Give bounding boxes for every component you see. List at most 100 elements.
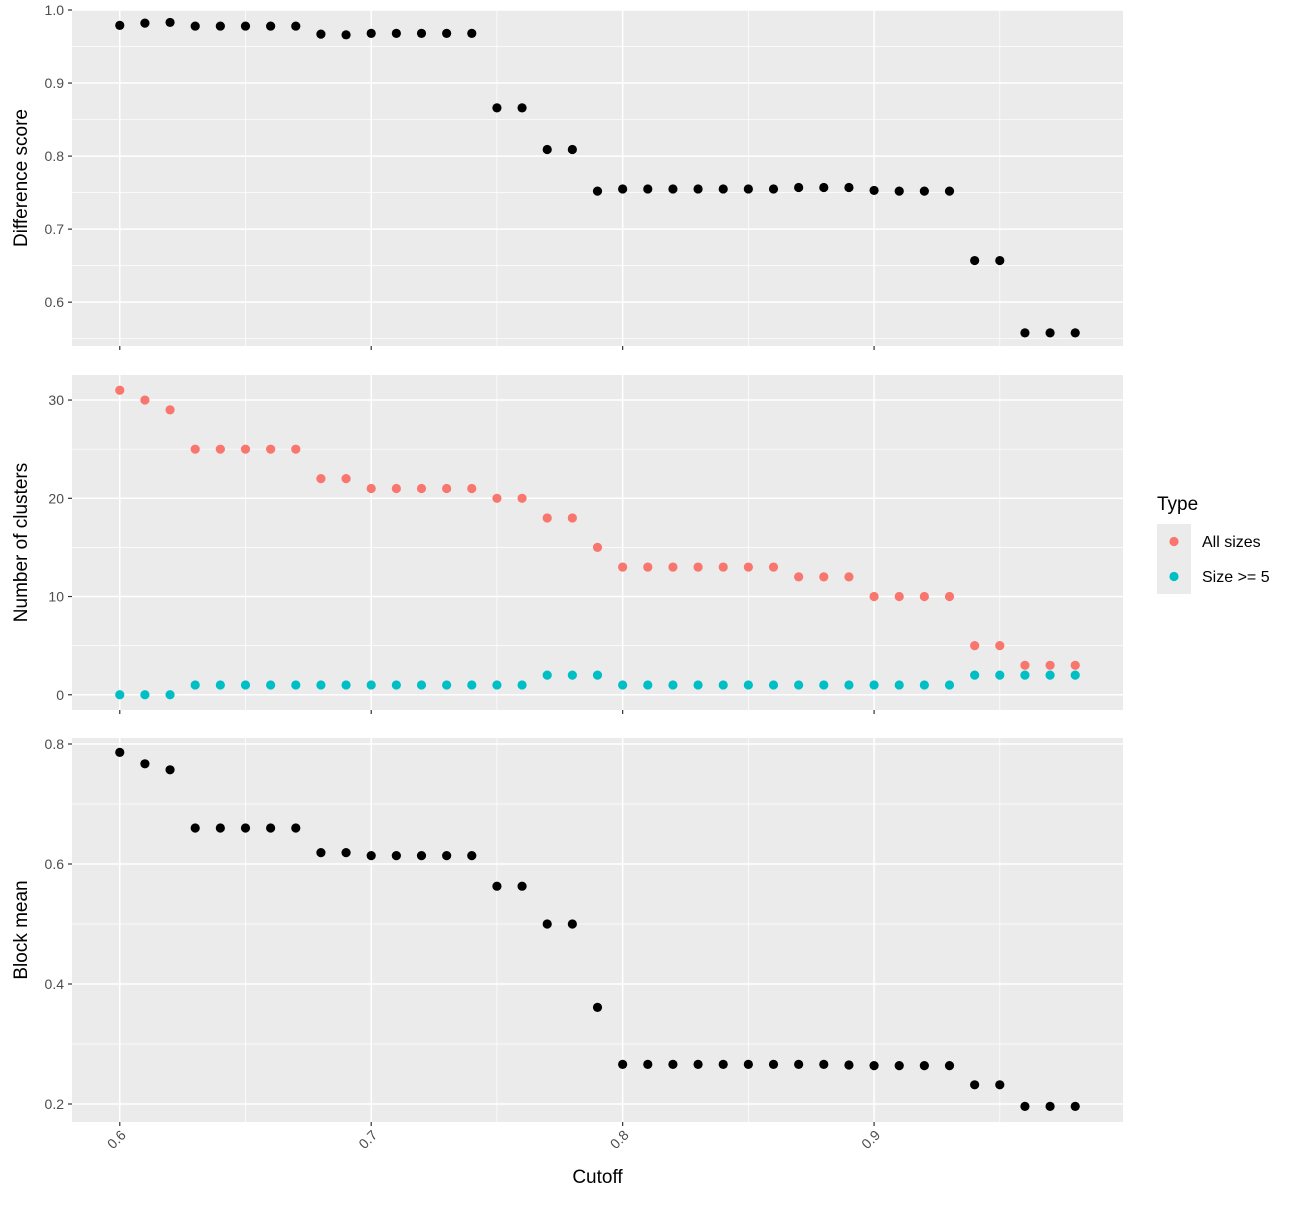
data-point	[542, 670, 552, 680]
data-point	[215, 680, 225, 690]
data-point	[140, 18, 150, 28]
data-point	[240, 823, 251, 833]
data-point	[718, 1059, 728, 1069]
x-tick-label: 0.9	[858, 1127, 883, 1152]
data-point	[1020, 670, 1030, 680]
data-point	[592, 186, 603, 196]
data-point	[517, 881, 527, 891]
data-point	[341, 30, 351, 40]
data-point	[391, 680, 401, 690]
data-point	[970, 255, 980, 266]
data-point	[844, 182, 854, 193]
data-point	[668, 562, 678, 572]
data-point	[316, 848, 326, 858]
data-point	[1070, 660, 1080, 670]
data-point	[693, 1059, 703, 1069]
data-point	[844, 1060, 854, 1070]
data-point	[190, 444, 200, 454]
data-point	[416, 851, 427, 861]
data-point	[366, 680, 376, 690]
y-tick-label: 0.6	[45, 294, 65, 310]
data-point	[215, 21, 225, 31]
data-point	[492, 881, 502, 891]
panel-background	[72, 738, 1123, 1122]
data-point	[391, 28, 401, 38]
data-point	[165, 405, 175, 415]
data-point	[794, 182, 804, 193]
data-point	[517, 493, 527, 503]
data-point	[542, 919, 552, 929]
data-point	[894, 680, 904, 690]
data-point	[567, 919, 577, 929]
data-point	[467, 483, 477, 494]
data-point	[366, 851, 376, 861]
data-point	[266, 680, 276, 690]
data-point	[618, 680, 628, 690]
y-tick-label: 20	[48, 490, 64, 506]
data-point	[919, 591, 929, 602]
data-point	[743, 680, 753, 690]
data-point	[618, 562, 628, 572]
data-point	[1045, 328, 1055, 338]
data-point	[467, 28, 477, 38]
data-point	[819, 680, 829, 690]
data-point	[693, 680, 703, 690]
data-point	[266, 823, 276, 833]
y-tick-label: 0.6	[45, 856, 65, 872]
data-point	[819, 572, 829, 582]
data-point	[215, 823, 225, 833]
data-point	[869, 591, 879, 602]
data-point	[492, 103, 502, 113]
data-point	[115, 385, 125, 395]
data-point	[743, 1059, 753, 1069]
data-point	[266, 21, 276, 31]
data-point	[718, 562, 728, 572]
data-point	[768, 184, 779, 194]
y-tick-label: 0.7	[45, 221, 65, 237]
data-point	[794, 1059, 804, 1069]
data-point	[819, 1059, 829, 1069]
y-axis-title: Block mean	[11, 880, 32, 979]
data-point	[718, 184, 728, 194]
data-point	[442, 680, 452, 690]
data-point	[643, 680, 653, 690]
data-point	[944, 186, 955, 196]
data-point	[240, 444, 251, 454]
data-point	[517, 680, 527, 690]
data-point	[341, 474, 351, 484]
y-axis-title: Difference score	[11, 109, 32, 247]
y-tick-label: 10	[48, 589, 64, 605]
data-point	[970, 641, 980, 651]
data-point	[567, 670, 577, 680]
data-point	[894, 1061, 904, 1071]
data-point	[668, 1059, 678, 1069]
data-point	[316, 474, 326, 484]
data-point	[240, 680, 251, 690]
data-point	[995, 641, 1005, 651]
data-point	[693, 184, 703, 194]
data-point	[643, 562, 653, 572]
data-point	[1045, 660, 1055, 670]
data-point	[970, 1080, 980, 1090]
data-point	[743, 184, 753, 194]
data-point	[140, 690, 150, 700]
data-point	[944, 1061, 955, 1071]
data-point	[316, 680, 326, 690]
data-point	[1070, 1101, 1080, 1111]
data-point	[442, 483, 452, 494]
data-point	[391, 851, 401, 861]
data-point	[416, 483, 427, 494]
legend: Type All sizes Size >= 5	[1157, 494, 1270, 594]
data-point	[416, 680, 427, 690]
y-tick-label: 0.4	[45, 976, 65, 992]
y-tick-label: 0.8	[45, 148, 65, 164]
data-point	[944, 680, 955, 690]
data-point	[291, 823, 301, 833]
data-point	[894, 186, 904, 196]
data-point	[115, 747, 125, 758]
data-point	[517, 103, 527, 113]
series-points	[115, 747, 1080, 1111]
y-tick-label: 0.8	[45, 736, 65, 752]
data-point	[768, 680, 779, 690]
